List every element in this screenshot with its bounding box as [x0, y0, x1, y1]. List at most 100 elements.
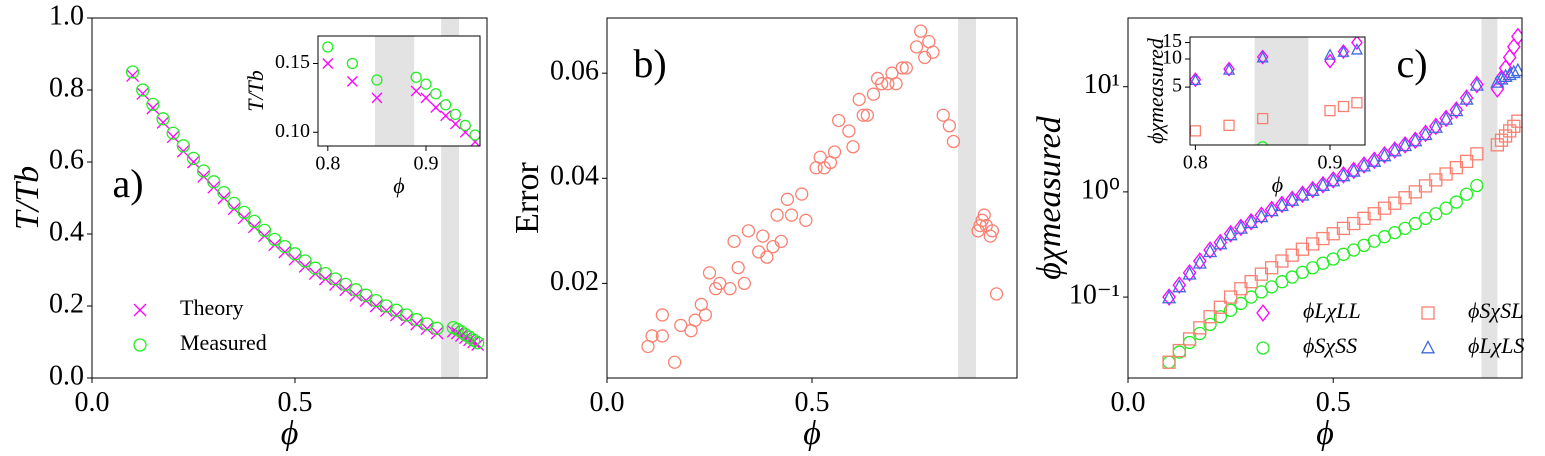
x-tick-label: 0.9	[414, 153, 439, 175]
point	[674, 318, 688, 333]
y-axis-label: T/Tb	[243, 70, 268, 112]
point	[655, 329, 669, 343]
point	[322, 41, 334, 53]
point	[1264, 202, 1279, 217]
point	[713, 276, 727, 291]
point	[1510, 62, 1522, 77]
point	[1387, 142, 1402, 157]
legend-label: ϕLχLS	[1468, 333, 1525, 358]
y-tick-label: 0.6	[49, 144, 84, 175]
x-tick-label: 0.5	[795, 387, 830, 418]
point	[1377, 145, 1392, 164]
point	[989, 287, 1004, 301]
point	[322, 58, 334, 69]
point	[1256, 49, 1269, 65]
point	[369, 293, 383, 308]
point	[359, 288, 373, 302]
axes-frame	[317, 35, 481, 147]
point	[227, 196, 241, 211]
point	[1418, 124, 1433, 143]
point	[1459, 91, 1474, 105]
point	[1428, 119, 1443, 133]
point	[1459, 89, 1474, 107]
point	[1336, 221, 1351, 236]
point	[895, 61, 909, 75]
y-tick-label: 0.4	[49, 216, 84, 247]
point	[420, 92, 432, 104]
point	[1190, 73, 1202, 86]
y-tick-label: 15	[1162, 30, 1182, 52]
point	[125, 65, 140, 79]
point	[390, 308, 403, 322]
shaded-region	[1481, 18, 1498, 378]
point	[645, 329, 659, 343]
y-tick-label: 1.0	[49, 0, 84, 31]
point	[1203, 310, 1217, 324]
point	[1429, 207, 1443, 221]
point	[723, 282, 737, 296]
point	[136, 87, 150, 101]
point	[1498, 129, 1513, 143]
shaded-region	[957, 18, 976, 378]
point	[1351, 97, 1363, 109]
legend-marker	[1420, 340, 1436, 354]
point	[1408, 216, 1422, 231]
point	[1336, 167, 1351, 182]
point	[298, 254, 312, 268]
y-tick-label: 0.2	[49, 288, 84, 319]
point	[1469, 77, 1484, 91]
point	[1285, 190, 1299, 209]
point	[1022, 106, 1032, 116]
x-tick-label: 0.5	[1316, 387, 1351, 418]
point	[1346, 161, 1361, 180]
point	[1357, 156, 1371, 174]
point	[1305, 180, 1320, 199]
point	[1470, 178, 1484, 193]
y-tick-label: 0.04	[550, 161, 599, 192]
point	[1285, 192, 1300, 206]
point	[1316, 175, 1330, 194]
point	[1256, 50, 1269, 63]
y-tick-label: 10	[1162, 47, 1182, 69]
point	[186, 151, 201, 166]
point	[1295, 242, 1310, 256]
x-tick-label: 0.8	[315, 153, 340, 175]
point	[760, 250, 774, 264]
point	[914, 24, 928, 38]
point	[1162, 288, 1176, 306]
point	[1408, 131, 1423, 150]
point	[698, 308, 713, 322]
point	[288, 247, 302, 261]
axes-frame	[91, 17, 488, 379]
point	[420, 78, 432, 90]
point	[585, 215, 595, 225]
point	[1264, 280, 1279, 294]
y-tick-label: 0.15	[275, 51, 310, 73]
point	[1315, 177, 1331, 191]
point	[1056, 100, 1066, 113]
point	[449, 108, 462, 121]
point	[1357, 211, 1371, 226]
point	[1337, 44, 1350, 60]
y-tick-label: 10⁻¹	[1069, 279, 1120, 310]
point	[440, 110, 452, 122]
point	[1274, 197, 1289, 212]
legend-label: Theory	[180, 295, 244, 320]
point	[1233, 220, 1248, 234]
point	[1507, 119, 1521, 133]
point	[1213, 310, 1227, 324]
legend-label: ϕSχSL	[1468, 298, 1523, 323]
point	[1203, 317, 1217, 332]
point	[430, 102, 442, 113]
point	[774, 234, 788, 249]
point	[926, 45, 940, 59]
y-tick-label: 0.10	[275, 120, 310, 142]
point	[1323, 48, 1337, 60]
point	[1257, 141, 1269, 145]
point	[1346, 163, 1361, 177]
point	[1449, 195, 1463, 209]
point	[1398, 135, 1412, 154]
point	[1408, 132, 1423, 147]
point	[156, 115, 170, 129]
point	[430, 88, 442, 100]
